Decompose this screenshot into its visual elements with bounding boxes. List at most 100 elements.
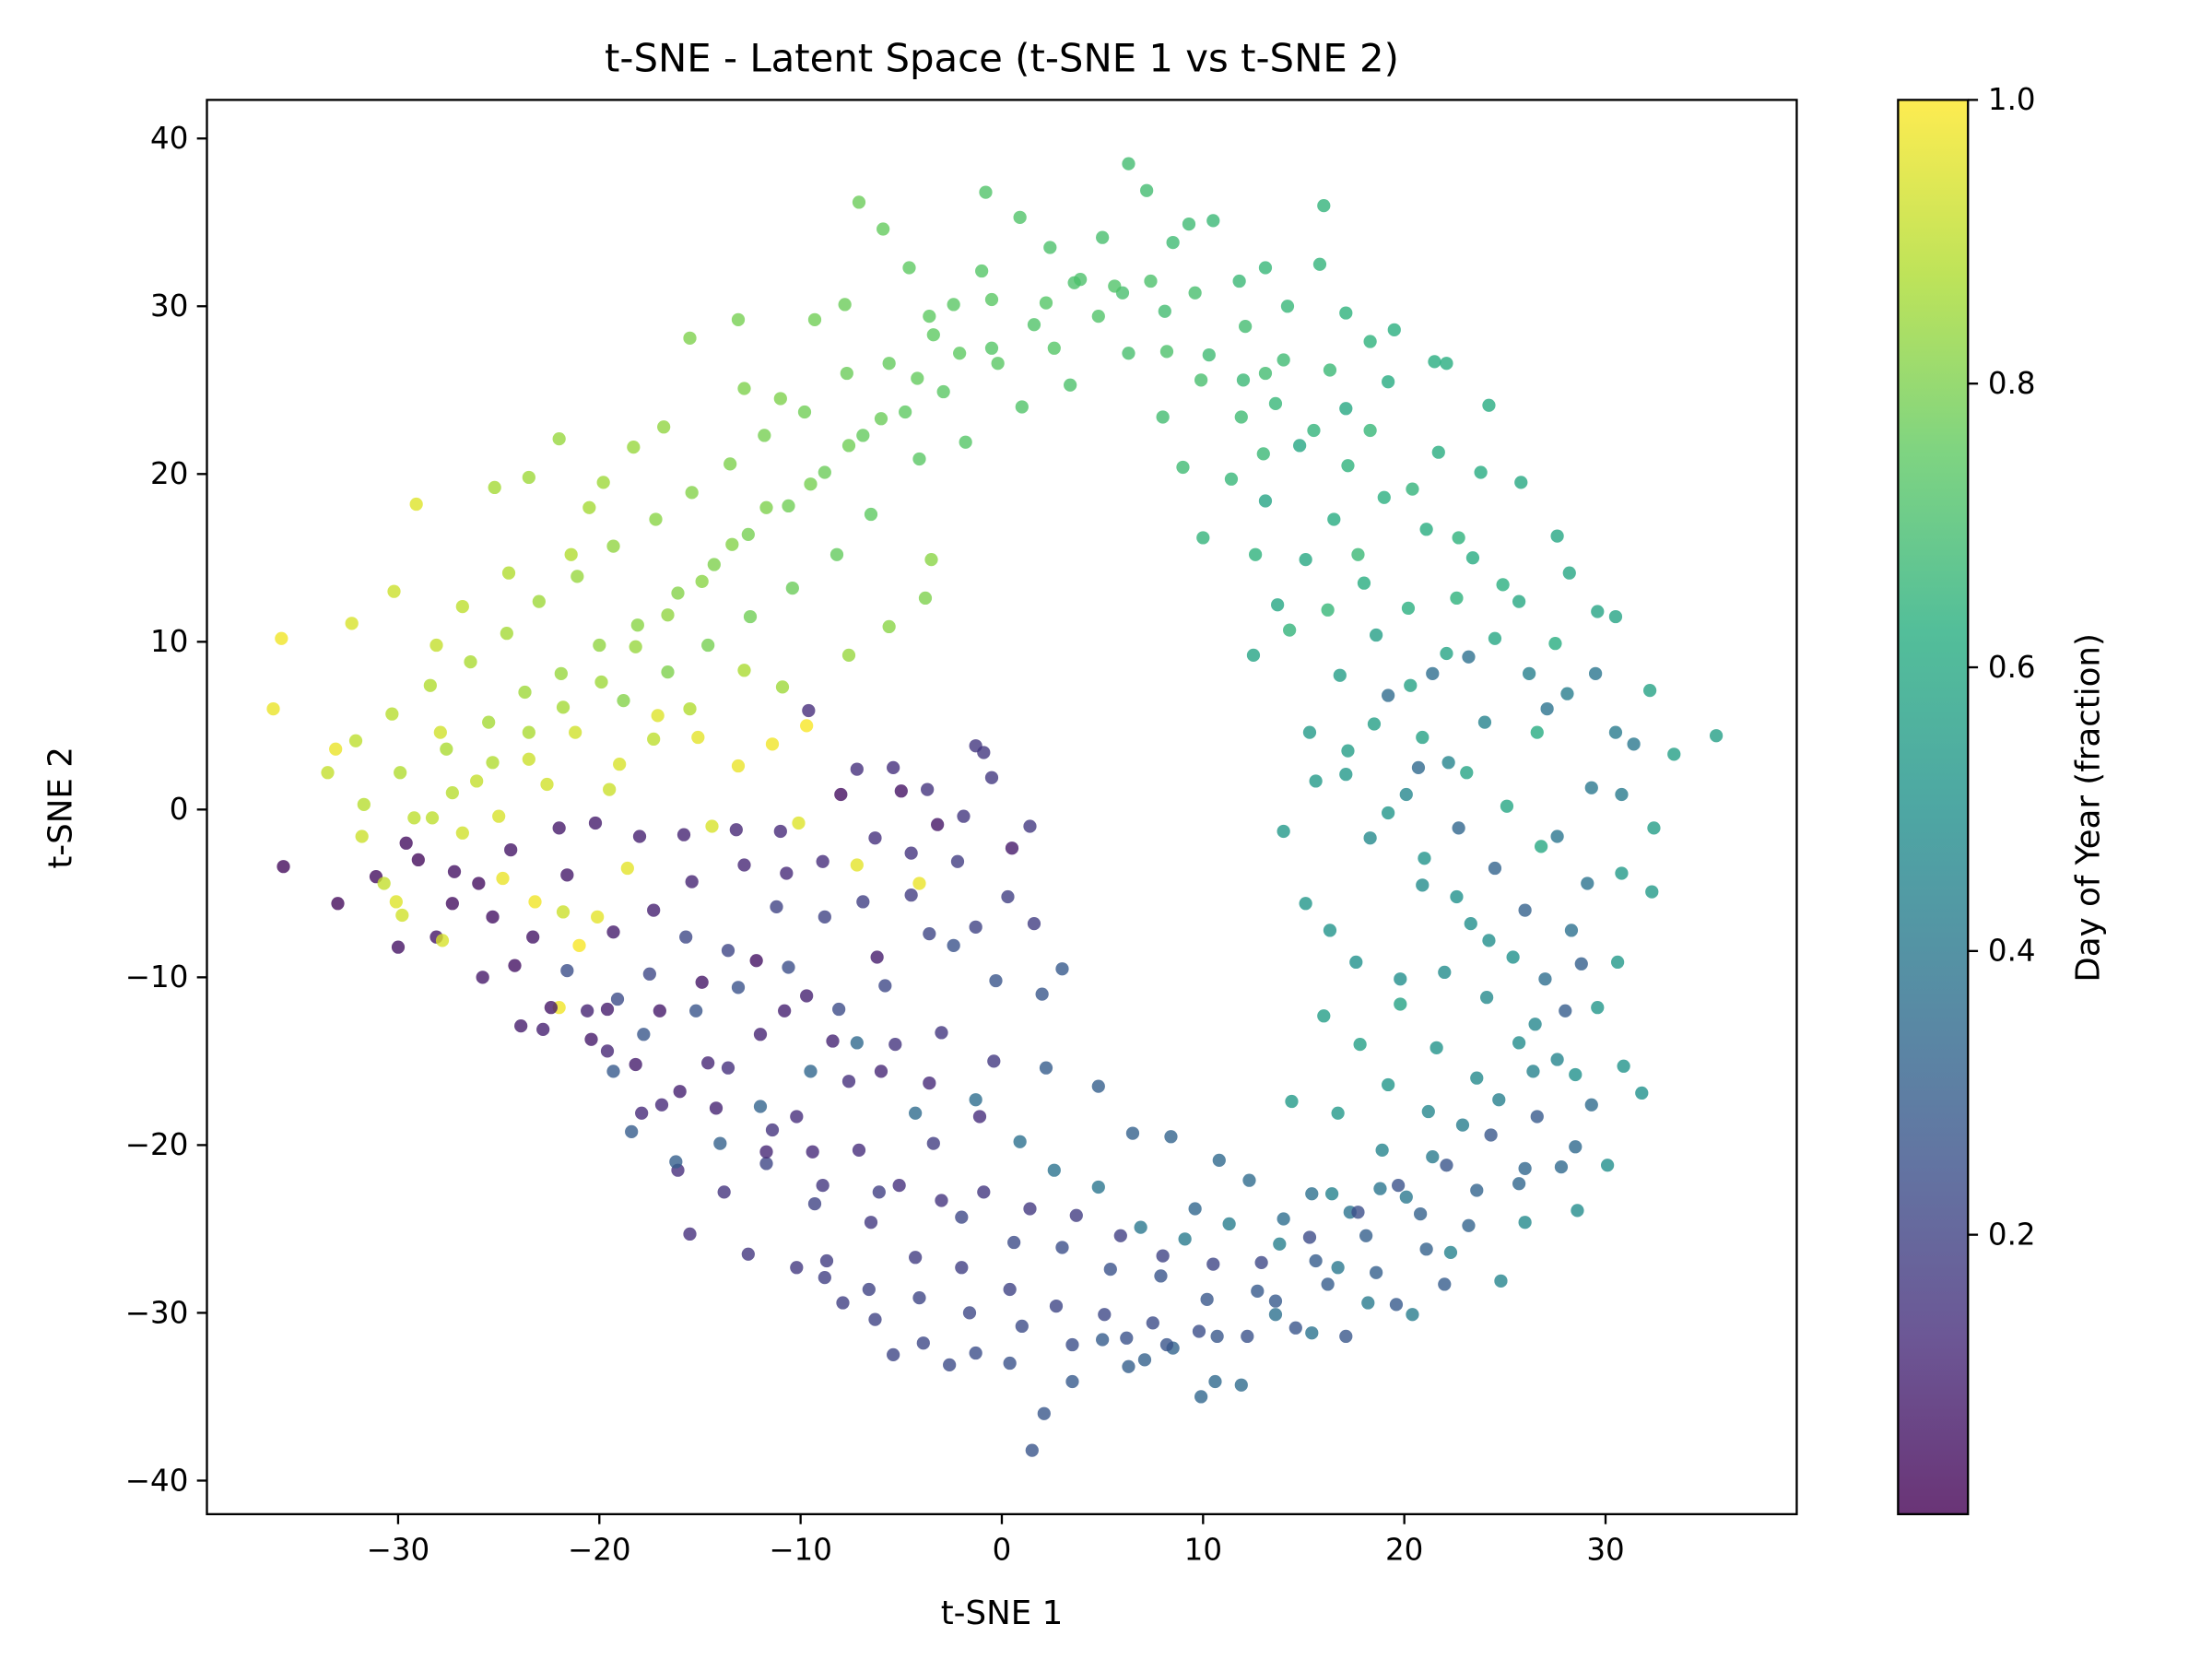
scatter-point — [1331, 1261, 1345, 1275]
scatter-point — [651, 709, 665, 723]
scatter-point — [1254, 1255, 1268, 1269]
scatter-point — [377, 877, 391, 890]
scatter-point — [1462, 1218, 1476, 1232]
scatter-point — [1285, 1094, 1299, 1109]
scatter-point — [482, 715, 496, 729]
scatter-point — [1242, 1173, 1256, 1187]
scatter-point — [1122, 347, 1135, 360]
scatter-point — [1382, 1077, 1395, 1092]
scatter-point — [1440, 1159, 1453, 1172]
scatter-point — [1363, 335, 1377, 348]
scatter-point — [778, 1004, 792, 1018]
y-axis-ticks: −40 −30 −20 −10 0 10 20 30 40 — [125, 121, 207, 1498]
scatter-point — [717, 1185, 731, 1199]
scatter-point — [582, 500, 596, 514]
colorbar-ticks: 0.2 0.4 0.6 0.8 1.0 — [1968, 82, 2036, 1252]
scatter-point — [806, 1145, 819, 1159]
scatter-point — [1234, 410, 1248, 424]
scatter-point — [1627, 737, 1641, 751]
scatter-point — [476, 971, 489, 984]
scatter-point — [564, 547, 578, 561]
scatter-point — [816, 854, 830, 868]
scatter-point — [500, 627, 513, 641]
scatter-point — [581, 1004, 594, 1018]
y-tick-label: −30 — [125, 1295, 189, 1330]
scatter-point — [1367, 717, 1382, 731]
scatter-point — [969, 1346, 982, 1360]
colorbar-tick-label: 0.2 — [1988, 1217, 2036, 1252]
scatter-point — [492, 809, 506, 823]
scatter-point — [1351, 547, 1365, 561]
scatter-point — [780, 866, 794, 880]
scatter-point — [1256, 447, 1270, 461]
scatter-point — [935, 1026, 948, 1040]
scatter-point — [1331, 1106, 1345, 1120]
scatter-point — [1188, 1202, 1202, 1216]
scatter-point — [1560, 687, 1574, 700]
scatter-point — [1482, 398, 1496, 412]
scatter-point — [1039, 1061, 1053, 1075]
x-tick-label: −10 — [769, 1532, 832, 1567]
scatter-point — [1208, 1374, 1222, 1389]
scatter-point — [804, 477, 818, 491]
scatter-point — [683, 701, 697, 716]
scatter-point — [1455, 1118, 1470, 1132]
scatter-point — [1564, 924, 1579, 937]
scatter-point — [677, 828, 691, 841]
scatter-point — [785, 581, 799, 595]
x-tick-label: 20 — [1385, 1532, 1423, 1567]
scatter-point — [1470, 1183, 1484, 1197]
scatter-point — [683, 331, 697, 345]
scatter-point — [1642, 683, 1657, 698]
scatter-point — [1440, 646, 1453, 661]
scatter-point — [1492, 1093, 1506, 1107]
scatter-point — [1480, 991, 1494, 1005]
scatter-point — [445, 786, 459, 800]
scatter-point — [532, 594, 546, 608]
scatter-point — [969, 1093, 982, 1107]
scatter-point — [818, 1271, 831, 1285]
scatter-point — [588, 816, 603, 830]
scatter-point — [1091, 1079, 1105, 1093]
scatter-point — [1047, 341, 1061, 355]
scatter-point — [584, 1032, 598, 1046]
scatter-point — [1645, 885, 1659, 899]
scatter-point — [488, 480, 501, 495]
scatter-point — [345, 617, 359, 630]
scatter-point — [852, 195, 866, 209]
scatter-point — [1283, 623, 1297, 637]
scatter-point — [935, 1194, 948, 1207]
scatter-point — [790, 1110, 804, 1124]
scatter-point — [1321, 603, 1335, 617]
scatter-point — [1055, 1241, 1069, 1254]
scatter-point — [1035, 987, 1049, 1001]
scatter-point — [807, 312, 822, 326]
scatter-point — [807, 1196, 822, 1211]
scatter-point — [882, 619, 896, 634]
scatter-point — [969, 920, 982, 934]
scatter-point — [329, 742, 343, 756]
scatter-point — [691, 730, 705, 745]
scatter-point — [411, 853, 425, 867]
scatter-point — [1443, 1245, 1458, 1259]
scatter-point — [1419, 1242, 1433, 1256]
scatter-point — [455, 826, 469, 840]
scatter-point — [275, 631, 288, 645]
y-tick-label: 0 — [170, 792, 189, 827]
scatter-point — [1236, 373, 1251, 387]
scatter-point — [1293, 439, 1307, 453]
scatter-point — [1416, 730, 1430, 745]
scatter-point — [1419, 523, 1433, 536]
scatter-point — [957, 809, 971, 823]
colorbar-label: Day of Year (fraction) — [2070, 633, 2108, 982]
scatter-point — [1373, 1182, 1387, 1195]
scatter-point — [1113, 1229, 1127, 1242]
scatter-point — [1268, 396, 1283, 411]
scatter-point — [818, 465, 831, 479]
scatter-point — [1003, 1282, 1017, 1297]
scatter-point — [1023, 819, 1037, 833]
scatter-point — [389, 895, 403, 909]
scatter-point — [1324, 1187, 1339, 1201]
scatter-point — [1470, 1071, 1484, 1085]
scatter-point — [1122, 1359, 1135, 1373]
